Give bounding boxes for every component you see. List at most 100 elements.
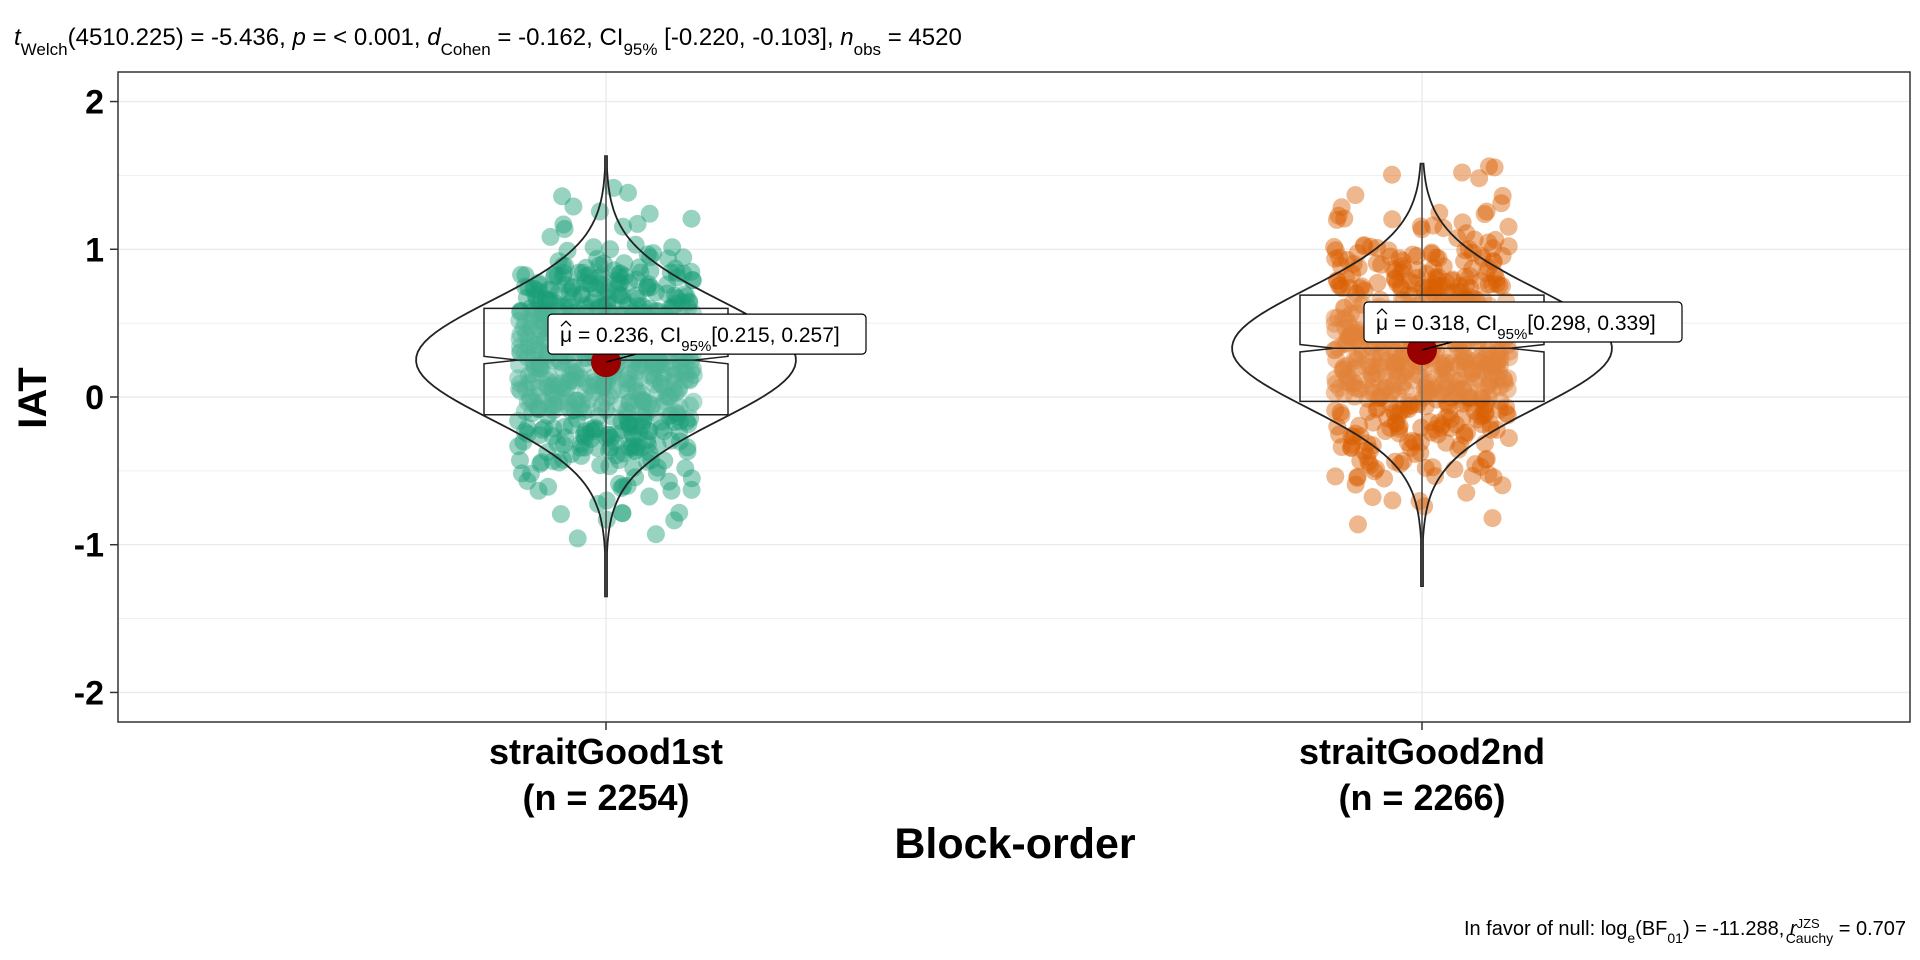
data-point <box>1436 357 1455 375</box>
data-point <box>1471 457 1490 476</box>
data-point <box>540 292 559 311</box>
data-point <box>543 427 562 446</box>
data-point <box>664 382 683 401</box>
data-point <box>1484 353 1503 372</box>
x-tick-label: straitGood2nd <box>1299 731 1545 772</box>
data-point <box>659 472 678 491</box>
data-point <box>666 365 685 384</box>
data-point <box>652 374 671 393</box>
data-point <box>1470 349 1489 368</box>
y-axis-title: IAT <box>11 367 55 428</box>
data-point <box>618 296 637 315</box>
data-point <box>679 415 698 434</box>
data-point <box>615 254 634 273</box>
data-point <box>594 276 613 295</box>
data-point <box>1402 371 1421 390</box>
data-point <box>1499 217 1518 236</box>
data-point <box>596 378 615 397</box>
data-point <box>565 371 584 390</box>
data-point <box>529 359 548 378</box>
data-point <box>1491 347 1509 366</box>
data-point <box>588 250 607 268</box>
data-point <box>1411 217 1430 236</box>
data-point <box>1411 443 1430 462</box>
data-point <box>1441 410 1460 429</box>
data-point <box>516 277 534 296</box>
data-point <box>519 366 538 384</box>
data-point <box>1473 406 1492 425</box>
data-point <box>1432 354 1451 373</box>
data-point <box>1351 279 1370 298</box>
data-point <box>1333 279 1352 298</box>
data-point <box>1463 259 1482 278</box>
data-point <box>1378 409 1397 428</box>
data-point <box>1400 393 1419 412</box>
data-point <box>1484 468 1503 487</box>
data-point <box>1403 245 1422 264</box>
mu-hat-mark <box>1376 308 1388 315</box>
data-point <box>1429 268 1448 286</box>
data-point <box>1330 425 1349 444</box>
data-point <box>529 400 548 419</box>
data-point <box>1343 435 1361 454</box>
data-point <box>1425 368 1444 387</box>
data-point <box>529 354 548 373</box>
data-point <box>1437 408 1456 427</box>
data-point <box>630 423 649 442</box>
data-point <box>539 367 558 386</box>
data-point <box>530 426 549 445</box>
data-point <box>532 310 551 329</box>
data-point <box>1340 374 1359 393</box>
data-point <box>1491 350 1510 369</box>
data-point <box>1446 378 1465 397</box>
data-point <box>526 331 544 350</box>
data-point <box>1433 277 1452 295</box>
data-point <box>585 421 604 440</box>
data-point <box>633 390 652 409</box>
data-point <box>620 392 639 411</box>
data-point <box>1458 423 1476 442</box>
data-point <box>1438 284 1457 303</box>
mean-label-leader <box>605 353 637 363</box>
data-point <box>1422 243 1441 262</box>
data-point <box>511 343 530 362</box>
data-point <box>1347 304 1366 323</box>
data-point <box>1349 515 1367 534</box>
data-point <box>1499 429 1518 447</box>
data-point <box>681 352 700 371</box>
data-point <box>670 423 689 442</box>
data-point <box>538 350 557 369</box>
data-point <box>1453 408 1472 427</box>
data-point <box>1479 233 1498 252</box>
data-point <box>1393 251 1412 270</box>
data-point <box>1454 349 1473 368</box>
data-point <box>555 418 574 436</box>
data-point <box>1416 458 1435 477</box>
data-point <box>577 374 596 392</box>
data-point <box>528 397 547 416</box>
data-point <box>1369 388 1388 407</box>
data-point <box>627 383 646 402</box>
data-point <box>1334 310 1353 329</box>
data-point <box>1500 348 1519 367</box>
data-point <box>1427 270 1446 289</box>
data-point <box>562 371 581 390</box>
data-point <box>1354 442 1373 461</box>
data-point <box>561 366 580 385</box>
data-point <box>1362 364 1381 383</box>
data-point <box>511 374 529 393</box>
data-point <box>1337 333 1356 352</box>
data-point <box>529 340 548 359</box>
data-point <box>1363 488 1382 507</box>
data-point <box>535 419 554 437</box>
data-point <box>1326 241 1345 260</box>
data-point <box>1477 347 1496 366</box>
data-point <box>638 279 657 297</box>
data-point <box>1488 352 1507 371</box>
data-point <box>582 422 601 441</box>
data-point <box>640 487 659 506</box>
data-point <box>510 330 529 348</box>
data-point <box>670 412 689 431</box>
data-point <box>584 238 603 257</box>
data-point <box>643 358 662 377</box>
